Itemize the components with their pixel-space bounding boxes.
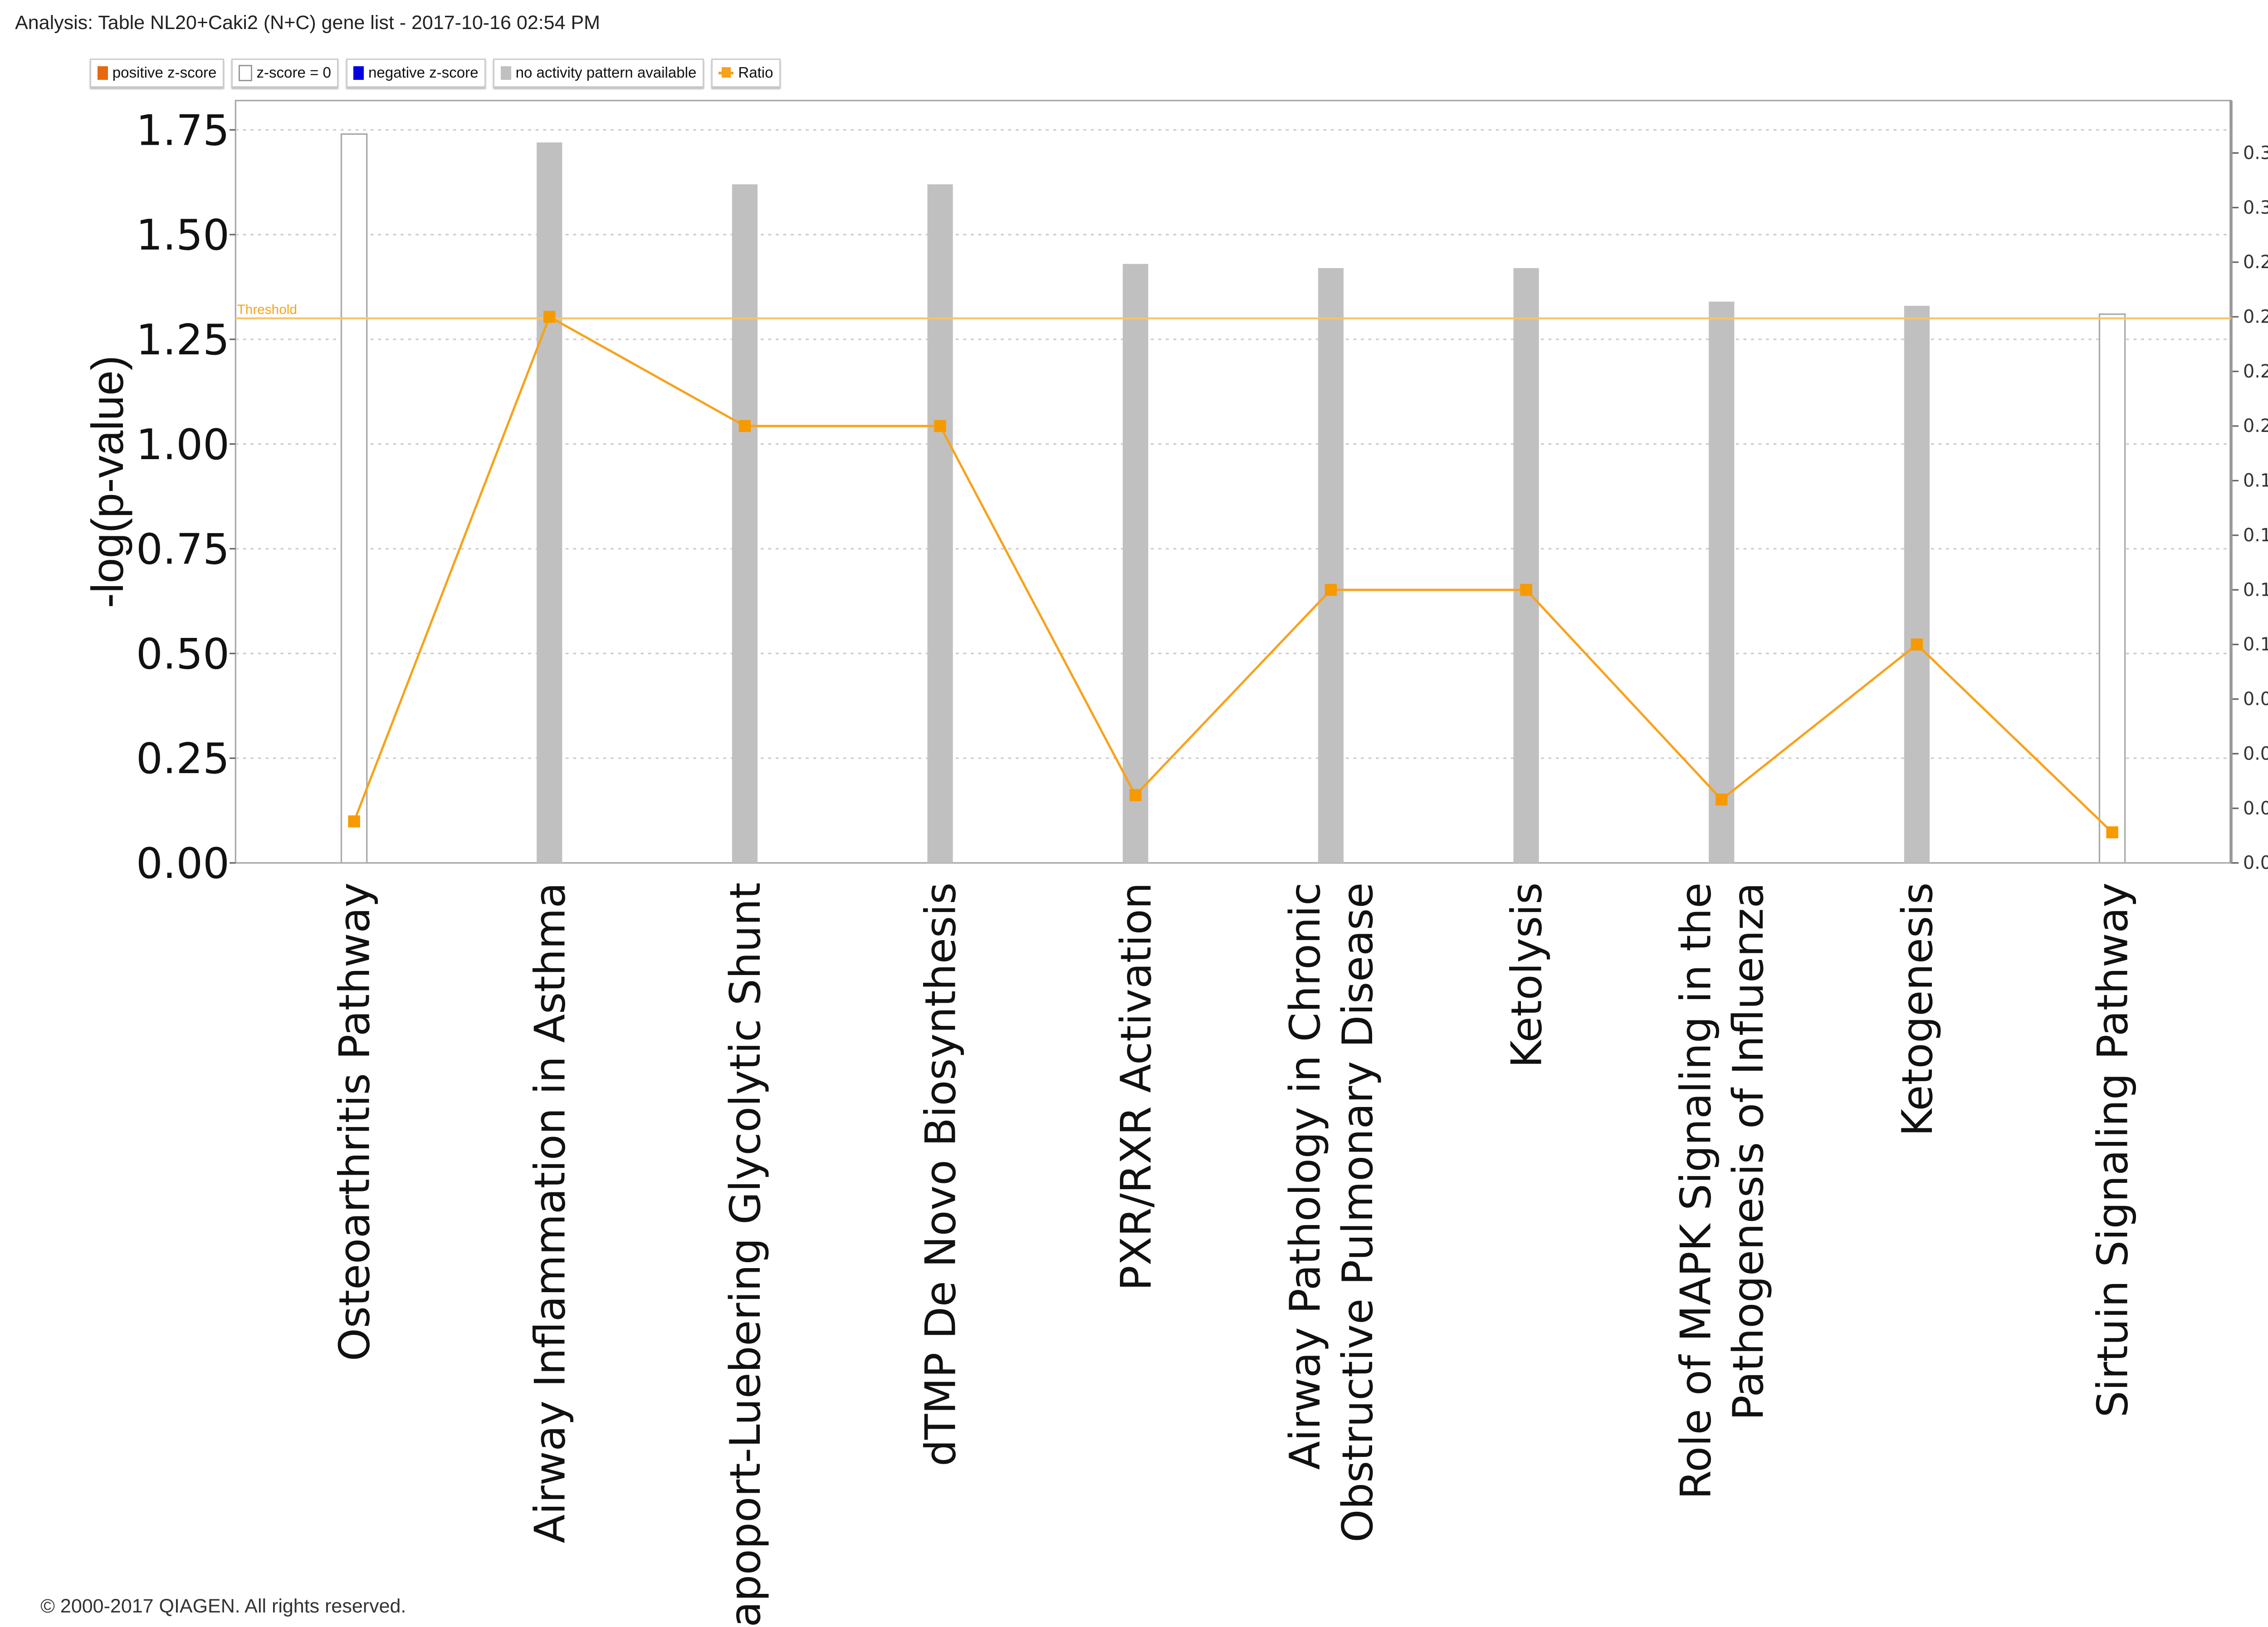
legend-label: Ratio [738,64,773,81]
x-tick-label: Rapoport-Luebering Glycolytic Shunt [721,882,770,1627]
copyright: © 2000-2017 QIAGEN. All rights reserved. [40,1595,406,1617]
x-tick-label-line: Rapoport-Luebering Glycolytic Shunt [721,882,770,1627]
y2-tick-label: 0.125 [2243,579,2268,600]
color-swatch [239,65,252,81]
analysis-title: Analysis: Table NL20+Caki2 (N+C) gene li… [15,12,600,34]
x-tick-label-line: Ketolysis [1502,882,1551,1068]
legend-item: negative z-score [346,59,486,88]
y2-tick-label: 0.200 [2243,416,2268,436]
color-swatch [500,66,511,80]
x-tick-label: Ketogenesis [1893,882,1942,1137]
bar [537,142,562,863]
y2-tick-label: 0.225 [2243,361,2268,382]
y2-tick-label: 0.075 [2243,689,2268,710]
y2-tick-label: 0.150 [2243,525,2268,546]
ratio-point [1129,789,1142,801]
y2-tick-label: 0.175 [2243,470,2268,491]
legend-label: positive z-score [112,64,217,81]
y2-tick-label: 0.100 [2243,634,2268,655]
y-tick-label: 0.25 [136,734,230,783]
y2-tick-label: 0.050 [2243,743,2268,764]
x-tick-label: dTMP De Novo Biosynthesis [916,882,965,1466]
ratio-point [348,815,360,828]
y2-tick-label: 0.300 [2243,197,2268,218]
ratio-point [2106,826,2118,838]
x-tick-label-line: Airway Pathology in Chronic [1281,882,1330,1470]
legend-label: z-score = 0 [256,64,331,81]
bar [340,133,368,864]
legend-item: no activity pattern available [493,59,704,88]
legend-label: no activity pattern available [515,64,697,81]
y2-tick-label: 0.275 [2243,252,2268,273]
y2-tick-label: 0.000 [2243,853,2268,873]
ratio-point [543,311,556,323]
bar [1709,301,1735,863]
x-tick-label-line: Airway Inflammation in Asthma [525,882,574,1543]
x-tick-label-line: PXR/RXR Activation [1111,882,1160,1291]
bar [927,184,953,863]
y2-tick-label: 0.325 [2243,142,2268,163]
x-tick-label: PXR/RXR Activation [1111,882,1160,1291]
y-tick-label: 0.00 [136,839,230,888]
y2-tick-label: 0.250 [2243,306,2268,327]
y2-tick-label: 0.025 [2243,798,2268,819]
ratio-point [1716,794,1728,806]
ratio-point [738,420,751,432]
ratio-point [934,420,946,432]
x-tick-label-line: Pathogenesis of Influenza [1724,882,1773,1421]
bar [1904,306,1930,863]
bar [732,184,758,863]
ratio-line [353,315,2113,833]
y-axis-label: -log(p-value) [83,355,133,608]
x-tick-label-line: Sirtuin Signaling Pathway [2088,882,2137,1417]
plot-area [235,99,2232,864]
y-tick-label: 1.75 [136,106,230,155]
y-tick-label: 0.50 [136,629,230,678]
bar [1513,268,1539,863]
x-tick-label: Sirtuin Signaling Pathway [2088,882,2137,1417]
ratio-point [1520,583,1532,596]
bar [1318,268,1344,863]
bar [2098,313,2126,864]
color-swatch [353,66,364,80]
ratio-point [1325,583,1337,596]
color-swatch [97,66,108,80]
x-tick-label: Airway Pathology in Chronic Obstructive P… [1281,882,1382,1543]
y-tick-label: 1.00 [136,420,230,469]
x-tick-label-line: dTMP De Novo Biosynthesis [916,882,965,1466]
y-tick-label: 1.50 [136,211,230,260]
x-tick-label: Ketolysis [1502,882,1551,1068]
x-tick-label-line: Role of MAPK Signaling in the [1671,882,1720,1500]
threshold-label: Threshold [237,302,297,317]
legend-item: z-score = 0 [231,59,339,88]
x-tick-label: Role of MAPK Signaling in the Pathogenesi… [1671,882,1773,1500]
legend-label: negative z-score [368,64,479,81]
y-tick-label: 0.75 [136,525,230,574]
legend-item: Ratio [711,59,781,88]
legend-item: positive z-score [90,59,224,88]
x-tick-label: Osteoarthritis Pathway [330,882,379,1361]
ratio-line-swatch [719,67,734,78]
bar [1123,264,1149,863]
x-tick-label: Airway Inflammation in Asthma [525,882,574,1543]
x-tick-label-line: Obstructive Pulmonary Disease [1333,882,1382,1543]
legend: positive z-score z-score = 0 negative z-sc… [90,59,781,88]
x-tick-label-line: Osteoarthritis Pathway [330,882,379,1361]
y-tick-label: 1.25 [136,315,230,364]
x-tick-label-line: Ketogenesis [1893,882,1942,1137]
ratio-point [1911,638,1923,651]
